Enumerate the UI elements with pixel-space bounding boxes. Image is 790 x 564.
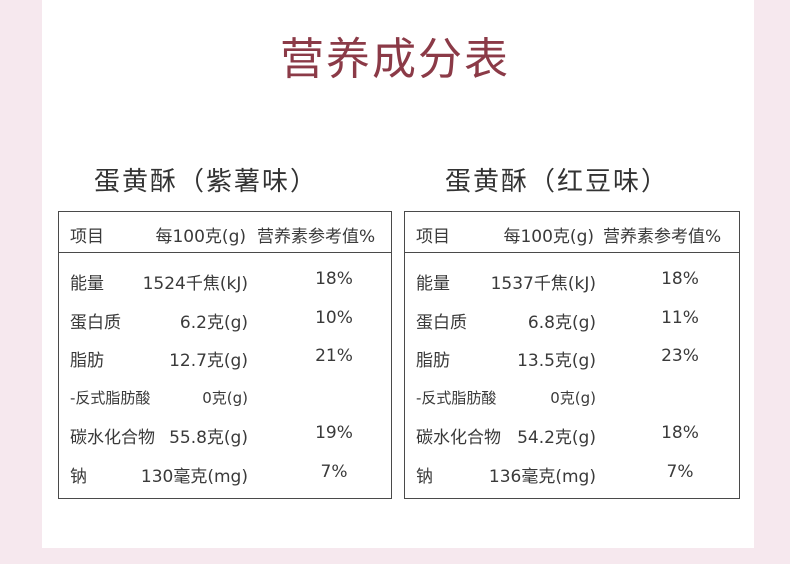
nutrition-table-red-bean: 项目 每100克(g) 营养素参考值% 能量 1537千焦(kJ) 18% 蛋白… — [404, 211, 740, 499]
row-nrv: 18% — [661, 269, 699, 289]
page-title: 营养成分表 — [280, 34, 510, 85]
row-label: 碳水化合物 — [70, 428, 155, 448]
table-row: 脂肪 13.5克(g) 23% — [405, 337, 739, 376]
row-amount: 6.2克(g) — [179, 312, 248, 333]
table-row: -反式脂肪酸 0克(g) — [405, 376, 739, 415]
row-label: 能量 — [416, 274, 450, 294]
row-amount: 130毫克(mg) — [140, 466, 248, 487]
row-amount: 1524千焦(kJ) — [142, 274, 248, 294]
table-row: 脂肪 12.7克(g) 21% — [59, 337, 391, 376]
table-row: 蛋白质 6.2克(g) 10% — [59, 299, 391, 338]
row-nrv: 21% — [315, 346, 353, 366]
table-row: 钠 136毫克(mg) 7% — [405, 453, 739, 492]
row-label: -反式脂肪酸 — [416, 388, 497, 407]
row-nrv: 10% — [315, 307, 353, 328]
row-nrv: 23% — [661, 346, 699, 366]
header-item: 项目 — [70, 227, 104, 247]
row-nrv: 18% — [661, 423, 699, 443]
row-amount: 54.2克(g) — [517, 428, 596, 448]
row-nrv: 18% — [315, 269, 353, 289]
header-nrv: 营养素参考值% — [603, 227, 722, 247]
table-title-purple-potato: 蛋黄酥（紫薯味） — [94, 167, 319, 197]
header-per-100g: 每100克(g) — [503, 227, 594, 247]
table-row: 碳水化合物 54.2克(g) 18% — [405, 414, 739, 453]
row-label: 脂肪 — [416, 351, 450, 371]
table-title-red-bean: 蛋黄酥（红豆味） — [445, 167, 670, 197]
row-label: 蛋白质 — [416, 312, 467, 333]
table-row: -反式脂肪酸 0克(g) — [59, 376, 391, 415]
row-amount: 0克(g) — [202, 388, 248, 407]
row-nrv: 7% — [320, 461, 348, 482]
header-per-100g: 每100克(g) — [155, 227, 246, 247]
row-amount: 55.8克(g) — [169, 428, 248, 448]
row-label: 碳水化合物 — [416, 428, 501, 448]
header-nrv: 营养素参考值% — [257, 227, 376, 247]
table-row: 蛋白质 6.8克(g) 11% — [405, 299, 739, 338]
row-amount: 12.7克(g) — [169, 351, 248, 371]
row-nrv: 7% — [666, 461, 694, 482]
row-amount: 136毫克(mg) — [488, 466, 596, 487]
table-row: 钠 130毫克(mg) 7% — [59, 453, 391, 492]
content-panel — [42, 0, 754, 548]
row-nrv: 19% — [315, 423, 353, 443]
row-label: 钠 — [70, 466, 87, 487]
row-label: 钠 — [416, 466, 433, 487]
table-header: 项目 每100克(g) 营养素参考值% — [405, 212, 739, 253]
table-header: 项目 每100克(g) 营养素参考值% — [59, 212, 391, 253]
row-label: -反式脂肪酸 — [70, 388, 151, 407]
row-nrv: 11% — [661, 307, 699, 328]
row-amount: 1537千焦(kJ) — [490, 274, 596, 294]
header-item: 项目 — [416, 227, 450, 247]
nutrition-table-purple-potato: 项目 每100克(g) 营养素参考值% 能量 1524千焦(kJ) 18% 蛋白… — [58, 211, 392, 499]
row-label: 能量 — [70, 274, 104, 294]
row-amount: 0克(g) — [550, 388, 596, 407]
table-row: 碳水化合物 55.8克(g) 19% — [59, 414, 391, 453]
row-amount: 13.5克(g) — [517, 351, 596, 371]
row-label: 蛋白质 — [70, 312, 121, 333]
table-row: 能量 1524千焦(kJ) 18% — [59, 260, 391, 299]
table-row: 能量 1537千焦(kJ) 18% — [405, 260, 739, 299]
row-label: 脂肪 — [70, 351, 104, 371]
row-amount: 6.8克(g) — [527, 312, 596, 333]
